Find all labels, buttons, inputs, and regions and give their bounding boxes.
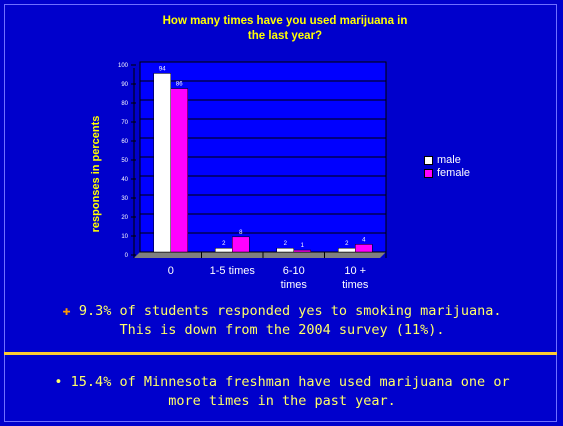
x-tick-label: 6-10 bbox=[283, 265, 305, 277]
bar-male bbox=[153, 73, 171, 253]
chart-title-line2: the last year? bbox=[247, 30, 323, 42]
bar-female bbox=[355, 244, 373, 253]
bar-chart: 0 10 20 30 40 50 60 70 80 90 100 94 86 0 2 8 1-5 times 2 1… bbox=[118, 61, 387, 291]
x-tick-label: 0 bbox=[168, 265, 174, 277]
bullet-1-line-1: 9.3% of students responded yes to smokin… bbox=[78, 303, 502, 319]
data-label-female: 4 bbox=[362, 237, 366, 243]
plot-floor bbox=[134, 252, 386, 258]
bar-male bbox=[276, 247, 294, 253]
bar-female bbox=[232, 236, 250, 253]
bullet-2-line-2: more times in the past year. bbox=[168, 393, 396, 409]
chart-title: How many times have you used marijuana i… bbox=[120, 14, 450, 44]
data-label-female: 86 bbox=[176, 82, 183, 88]
bar-female bbox=[293, 249, 311, 253]
legend-item-male: male bbox=[424, 154, 470, 167]
x-tick-label-line2: times bbox=[281, 279, 308, 291]
bullet-2-line-1: • 15.4% of Minnesota freshman have used … bbox=[54, 374, 510, 390]
data-label-male: 2 bbox=[222, 241, 226, 247]
y-tick-label: 70 bbox=[121, 120, 128, 126]
y-tick-label: 40 bbox=[121, 177, 128, 183]
y-tick-label: 30 bbox=[121, 196, 128, 202]
legend-item-female: female bbox=[424, 167, 470, 180]
bullet-point-1: ✚ 9.3% of students responded yes to smok… bbox=[22, 302, 542, 340]
y-tick-label: 10 bbox=[121, 234, 128, 240]
bar-male bbox=[215, 247, 233, 253]
y-tick-label: 50 bbox=[121, 158, 128, 164]
bullet-1-line-2: This is down from the 2004 survey (11%). bbox=[119, 322, 445, 338]
y-tick-label: 0 bbox=[125, 253, 129, 259]
legend-label-female: female bbox=[437, 167, 471, 179]
data-label-male: 2 bbox=[284, 241, 288, 247]
data-label-female: 8 bbox=[239, 230, 243, 236]
chart-title-line1: How many times have you used marijuana i… bbox=[162, 15, 408, 27]
plus-bullet-icon: ✚ bbox=[62, 303, 71, 319]
y-tick-label: 90 bbox=[121, 82, 128, 88]
legend: male female bbox=[424, 154, 470, 180]
y-tick-label: 100 bbox=[118, 63, 129, 69]
legend-label-male: male bbox=[437, 154, 461, 166]
bar-female bbox=[170, 88, 188, 253]
y-tick-label: 60 bbox=[121, 139, 128, 145]
x-tick-label: 1-5 times bbox=[210, 265, 256, 277]
y-tick-label: 20 bbox=[121, 215, 128, 221]
legend-swatch-female bbox=[424, 169, 433, 178]
data-label-male: 2 bbox=[345, 241, 349, 247]
bar-male bbox=[338, 247, 356, 253]
legend-swatch-male bbox=[424, 156, 433, 165]
data-label-male: 94 bbox=[159, 66, 166, 72]
bullet-point-2: • 15.4% of Minnesota freshman have used … bbox=[14, 373, 550, 411]
x-tick-label-line2: times bbox=[342, 279, 369, 291]
data-label-female: 1 bbox=[301, 243, 305, 249]
y-axis-label: responses in percents bbox=[90, 115, 102, 233]
divider-line bbox=[4, 352, 557, 355]
y-tick-label: 80 bbox=[121, 101, 128, 107]
x-tick-label: 10 + bbox=[344, 265, 366, 277]
slide-frame bbox=[4, 4, 557, 422]
